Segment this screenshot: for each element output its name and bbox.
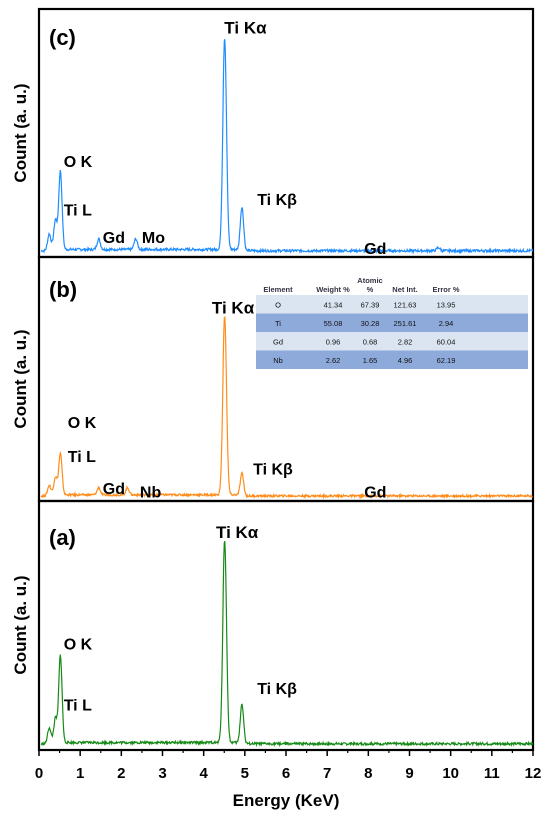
- table-cell: 2.94: [439, 319, 454, 328]
- x-axis-label: Energy (KeV): [233, 791, 340, 810]
- annotation-label: Gd: [103, 230, 125, 247]
- table-cell: 41.34: [324, 301, 343, 310]
- table-cell: 62.19: [437, 356, 456, 365]
- x-tick-label: 5: [241, 765, 249, 782]
- y-axis-label-c: Count (a. u.): [11, 83, 30, 182]
- table-cell: 67.39: [361, 301, 380, 310]
- x-tick-label: 2: [117, 765, 125, 782]
- table-header-cell: Weight %: [316, 285, 350, 294]
- panel-c-frame: [37, 7, 535, 259]
- annotation-label: Gd: [364, 241, 386, 258]
- annotation-label: Gd: [103, 481, 125, 498]
- annotations-a: Ti Kα O K Ti L Ti Kβ: [64, 523, 297, 715]
- table-cell: 4.96: [398, 356, 413, 365]
- annotation-label: Ti Kα: [212, 298, 255, 317]
- spectrum-c-line: [40, 39, 534, 255]
- table-row: [256, 332, 528, 351]
- table-cell: 121.63: [394, 301, 417, 310]
- x-tick-label: 8: [364, 765, 372, 782]
- table-cell: 0.96: [326, 338, 341, 347]
- annotations-b: Ti Kα O K Ti L Gd Nb Ti Kβ Gd: [68, 298, 387, 501]
- table-header-cell: Element: [263, 285, 293, 294]
- table-header-cell: Net Int.: [392, 285, 417, 294]
- x-tick-label: 0: [35, 765, 43, 782]
- table-cell: Nb: [273, 356, 283, 365]
- x-tick-label: 4: [199, 765, 208, 782]
- table-cell: 2.82: [398, 338, 413, 347]
- table-row: [256, 313, 528, 332]
- x-tick-label: 10: [442, 765, 459, 782]
- annotation-label: Ti L: [68, 449, 96, 466]
- panel-label-b: (b): [49, 277, 77, 302]
- annotation-label: O K: [64, 637, 93, 654]
- x-tick-label: 6: [282, 765, 290, 782]
- annotation-label: Ti Kβ: [253, 461, 293, 478]
- x-tick-label: 11: [484, 765, 500, 782]
- annotation-label: Ti L: [64, 697, 92, 714]
- annotation-label: Mo: [142, 230, 165, 247]
- table-cell: Ti: [275, 319, 281, 328]
- y-axis-label-a: Count (a. u.): [11, 575, 30, 674]
- panel-label-c: (c): [49, 25, 76, 50]
- annotation-label: Ti Kα: [224, 18, 267, 37]
- spectrum-b-line: [40, 315, 533, 500]
- table-cell: 0.68: [363, 338, 378, 347]
- panel-label-a: (a): [49, 525, 76, 550]
- table-cell: 13.95: [437, 301, 456, 310]
- x-tick-label: 7: [323, 765, 331, 782]
- table-cell: 60.04: [437, 338, 456, 347]
- y-axis-label-b: Count (a. u.): [11, 329, 30, 428]
- annotation-label: Ti Kβ: [257, 192, 297, 209]
- table-header-cell: Error %: [432, 285, 459, 294]
- x-tick-label: 12: [525, 765, 542, 782]
- table-cell: 2.62: [326, 356, 341, 365]
- table-cell: O: [275, 301, 281, 310]
- table-cell: 1.65: [363, 356, 378, 365]
- table-row: [256, 350, 528, 369]
- table-cell: 251.61: [394, 319, 417, 328]
- table-cell: 30.28: [361, 319, 380, 328]
- annotation-label: Ti L: [64, 203, 92, 220]
- annotation-label: O K: [68, 415, 97, 432]
- table-cell: 55.08: [324, 319, 343, 328]
- x-tick-label: 1: [76, 765, 84, 782]
- annotation-label: Ti Kα: [216, 523, 259, 542]
- annotation-label: O K: [64, 154, 93, 171]
- annotation-label: Nb: [140, 485, 162, 502]
- composition-table: Element Weight % Atomic% Net Int. Error % O 41…: [256, 276, 528, 369]
- annotation-label: Gd: [364, 485, 386, 502]
- table-header-cell: Atomic%: [357, 276, 382, 294]
- spectrum-a-line: [40, 540, 534, 748]
- x-tick-label: 3: [158, 765, 166, 782]
- annotations-c: Ti Kα O K Ti L Gd Mo Ti Kβ Gd: [64, 18, 387, 257]
- panel-a-frame: [37, 499, 535, 752]
- annotation-label: Ti Kβ: [257, 681, 297, 698]
- x-axis-ticks: 0 1 2 3 4 5 6 7 8 9 10 11 12: [35, 750, 542, 782]
- table-cell: Gd: [273, 338, 283, 347]
- x-tick-label: 9: [405, 765, 413, 782]
- table-row: [256, 295, 528, 314]
